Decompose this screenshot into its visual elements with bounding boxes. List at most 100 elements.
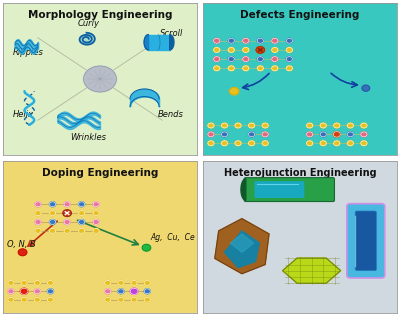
Circle shape <box>21 280 27 285</box>
Circle shape <box>243 66 249 71</box>
Circle shape <box>272 47 278 52</box>
Circle shape <box>142 244 151 251</box>
Text: Bends: Bends <box>157 110 183 119</box>
Circle shape <box>257 38 264 43</box>
Circle shape <box>34 289 40 294</box>
Circle shape <box>208 141 214 146</box>
Circle shape <box>286 38 292 43</box>
Circle shape <box>347 141 354 146</box>
Circle shape <box>105 289 111 294</box>
Polygon shape <box>80 33 95 45</box>
Text: Doping Engineering: Doping Engineering <box>42 168 158 178</box>
Circle shape <box>347 123 354 128</box>
Circle shape <box>50 202 56 207</box>
Circle shape <box>78 211 85 216</box>
Circle shape <box>64 228 70 233</box>
Polygon shape <box>215 219 269 274</box>
Circle shape <box>63 210 71 216</box>
Circle shape <box>262 132 268 137</box>
Text: O, N, B: O, N, B <box>7 240 36 249</box>
Circle shape <box>20 288 28 295</box>
FancyBboxPatch shape <box>347 204 385 278</box>
Circle shape <box>320 123 326 128</box>
Text: Ag,  Cu,  Ce: Ag, Cu, Ce <box>150 233 195 241</box>
Circle shape <box>93 211 99 216</box>
Circle shape <box>18 249 27 256</box>
Circle shape <box>50 211 56 216</box>
Text: Helix: Helix <box>13 110 34 119</box>
Circle shape <box>257 66 264 71</box>
Polygon shape <box>144 35 148 50</box>
Circle shape <box>35 220 41 224</box>
Circle shape <box>208 132 214 137</box>
Circle shape <box>208 123 214 128</box>
Circle shape <box>47 297 54 302</box>
Text: Morphology Engineering: Morphology Engineering <box>28 10 172 20</box>
Circle shape <box>334 141 340 146</box>
Text: Scroll: Scroll <box>160 29 183 38</box>
Circle shape <box>228 47 234 52</box>
Circle shape <box>228 38 234 43</box>
Polygon shape <box>241 179 246 200</box>
Circle shape <box>84 66 116 92</box>
Circle shape <box>243 57 249 62</box>
Text: Ripples: Ripples <box>13 48 44 58</box>
Circle shape <box>361 123 367 128</box>
Circle shape <box>35 202 41 207</box>
Circle shape <box>8 280 14 285</box>
Circle shape <box>93 228 99 233</box>
Text: Defects Engineering: Defects Engineering <box>240 10 360 20</box>
Circle shape <box>256 46 264 53</box>
Circle shape <box>214 57 220 62</box>
Circle shape <box>35 211 41 216</box>
Circle shape <box>235 123 241 128</box>
Circle shape <box>214 38 220 43</box>
Circle shape <box>361 141 367 146</box>
Circle shape <box>214 47 220 52</box>
Circle shape <box>144 289 150 294</box>
Circle shape <box>78 228 85 233</box>
Circle shape <box>118 289 124 294</box>
Polygon shape <box>148 35 170 50</box>
Circle shape <box>78 220 85 224</box>
Circle shape <box>78 202 85 207</box>
Circle shape <box>272 38 278 43</box>
Circle shape <box>118 280 124 285</box>
Text: Wrinkles: Wrinkles <box>70 133 106 142</box>
Circle shape <box>306 132 313 137</box>
Circle shape <box>248 132 255 137</box>
Polygon shape <box>230 234 254 252</box>
Circle shape <box>131 280 137 285</box>
Circle shape <box>8 297 14 302</box>
Circle shape <box>221 123 228 128</box>
Circle shape <box>243 47 249 52</box>
Circle shape <box>118 297 124 302</box>
Circle shape <box>257 57 264 62</box>
Circle shape <box>93 202 99 207</box>
Circle shape <box>362 85 370 91</box>
Circle shape <box>64 220 70 224</box>
Circle shape <box>228 66 234 71</box>
Circle shape <box>286 66 292 71</box>
Polygon shape <box>224 231 259 268</box>
Circle shape <box>243 38 249 43</box>
Circle shape <box>272 66 278 71</box>
Circle shape <box>47 289 54 294</box>
Circle shape <box>221 141 228 146</box>
Text: Curly: Curly <box>77 20 99 28</box>
Circle shape <box>262 141 268 146</box>
Circle shape <box>34 280 40 285</box>
FancyBboxPatch shape <box>244 178 334 202</box>
Circle shape <box>334 123 340 128</box>
Circle shape <box>8 289 14 294</box>
Circle shape <box>286 47 292 52</box>
Circle shape <box>320 132 326 137</box>
Circle shape <box>248 141 255 146</box>
Circle shape <box>144 280 150 285</box>
Circle shape <box>105 297 111 302</box>
Circle shape <box>144 297 150 302</box>
Circle shape <box>34 297 40 302</box>
Circle shape <box>262 123 268 128</box>
Circle shape <box>214 66 220 71</box>
Circle shape <box>248 123 255 128</box>
